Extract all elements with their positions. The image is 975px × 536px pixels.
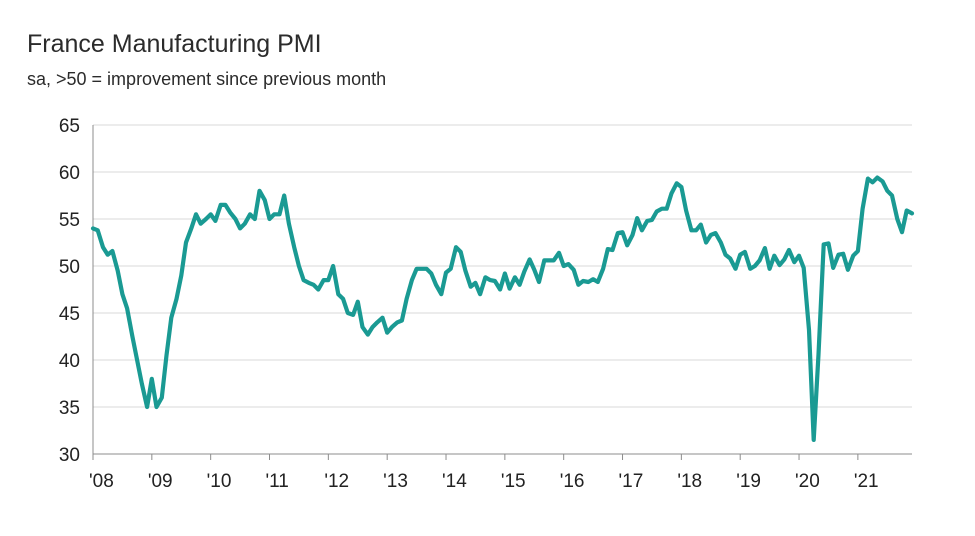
series-layer <box>90 175 915 442</box>
gridlines <box>93 124 912 408</box>
x-tick-label: '19 <box>736 471 761 492</box>
y-tick-label: 35 <box>59 398 80 419</box>
y-tick-label: 40 <box>59 351 80 372</box>
x-tick-label: '11 <box>266 471 289 492</box>
x-tick-label: '13 <box>383 471 408 492</box>
x-tick-label: '16 <box>560 471 585 492</box>
y-tick-label: 50 <box>59 257 80 278</box>
x-tick-label: '10 <box>207 471 232 492</box>
y-axis: 30 35 40 45 50 55 60 65 <box>59 116 94 466</box>
y-tick-label: 45 <box>59 304 80 325</box>
y-tick-label: 30 <box>59 445 80 466</box>
chart-title: France Manufacturing PMI <box>27 30 322 58</box>
x-tick-label: '08 <box>89 471 114 492</box>
x-tick-label: '17 <box>619 471 644 492</box>
chart-subtitle: sa, >50 = improvement since previous mon… <box>27 69 387 89</box>
x-tick-label: '15 <box>501 471 526 492</box>
x-tick-label: '20 <box>795 471 820 492</box>
x-tick-label: '14 <box>442 471 467 492</box>
x-tick-label: '12 <box>324 471 349 492</box>
series-line-pmi <box>90 175 915 442</box>
y-tick-label: 55 <box>59 210 80 231</box>
x-axis: '08 '09 '10 '11 '12 '13 '14 '15 '16 '17 '18 '19 '20 '… <box>89 453 912 492</box>
y-tick-label: 65 <box>59 116 80 137</box>
x-tick-label: '21 <box>854 471 879 492</box>
x-tick-label: '09 <box>148 471 173 492</box>
x-tick-label: '18 <box>677 471 702 492</box>
y-tick-label: 60 <box>59 163 80 184</box>
